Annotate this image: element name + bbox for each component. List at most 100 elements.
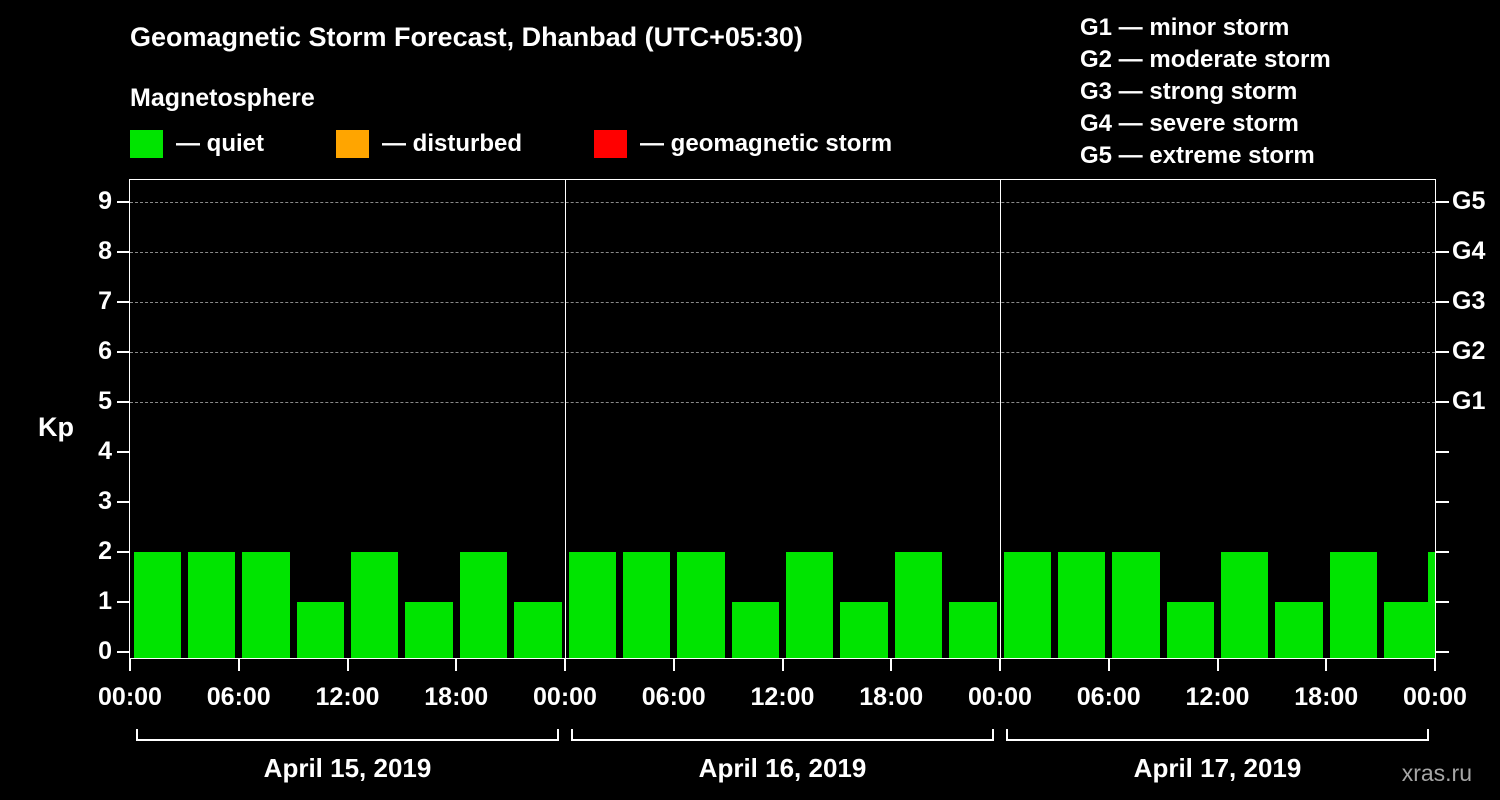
g-legend-line: G4 — severe storm: [1080, 110, 1299, 137]
kp-bar: [514, 602, 562, 658]
kp-bar: [1384, 602, 1432, 658]
y-tick-right: [1436, 301, 1449, 303]
kp-bar: [1003, 552, 1051, 658]
legend-swatch: [130, 130, 163, 158]
gridline: [130, 302, 1435, 303]
kp-bar: [1275, 602, 1323, 658]
date-bracket: [571, 739, 994, 741]
legend-swatch: [594, 130, 628, 158]
kp-bar: [894, 552, 943, 658]
y-tick-label: 4: [98, 437, 112, 465]
y-tick-label: 1: [98, 587, 112, 615]
y-tick-right: [1436, 601, 1449, 603]
y-tick-label: 0: [98, 637, 112, 665]
day-separator: [1000, 180, 1001, 658]
plot-area: [129, 179, 1436, 659]
y-tick-label: 2: [98, 537, 112, 565]
right-axis-label: G5: [1452, 187, 1486, 215]
y-tick-label: 6: [98, 337, 112, 365]
x-tick: [1216, 659, 1219, 671]
y-tick-right: [1436, 401, 1449, 403]
kp-bar: [296, 602, 344, 658]
date-bracket-cap: [1427, 729, 1429, 741]
x-tick: [455, 659, 458, 671]
x-tick-label: 06:00: [641, 683, 706, 711]
kp-bar: [1329, 552, 1378, 658]
legend-label: — quiet: [176, 130, 264, 157]
x-tick-label: 00:00: [533, 683, 597, 711]
g-scale-legend: G1 — minor storm G2 — moderate storm G3 — …: [1080, 12, 1331, 172]
gridline: [130, 352, 1435, 353]
date-bracket: [136, 739, 559, 741]
x-tick-label: 12:00: [1185, 683, 1250, 711]
x-tick-label: 00:00: [1403, 683, 1467, 711]
x-tick-label: 12:00: [315, 683, 380, 711]
x-tick: [346, 659, 349, 671]
kp-bar: [1057, 552, 1106, 658]
legend-label: — geomagnetic storm: [640, 130, 893, 157]
x-tick-label: 12:00: [750, 683, 815, 711]
y-tick: [117, 601, 130, 603]
legend-swatch: [336, 130, 369, 158]
date-bracket-cap: [571, 729, 573, 741]
kp-bar: [1221, 552, 1269, 658]
x-tick-label: 00:00: [968, 683, 1032, 711]
date-bracket: [1006, 739, 1429, 741]
legend-item: — quiet: [130, 130, 264, 158]
y-tick-right: [1436, 201, 1449, 203]
kp-legend: — quiet — disturbed — geomagnetic storm: [130, 130, 892, 158]
x-tick: [999, 659, 1001, 671]
x-tick: [564, 659, 566, 671]
gridline: [130, 202, 1435, 203]
date-bracket-cap: [1006, 729, 1008, 741]
kp-bar: [133, 552, 181, 658]
right-axis-label: G4: [1452, 237, 1486, 265]
kp-bar: [1166, 602, 1214, 658]
y-tick-right: [1436, 501, 1449, 503]
g-legend-line: G5 — extreme storm: [1080, 142, 1315, 169]
x-tick: [1107, 659, 1110, 671]
kp-bar: [677, 552, 725, 658]
y-tick-label: 5: [98, 387, 112, 415]
y-tick: [117, 251, 130, 253]
x-tick: [1325, 659, 1328, 671]
kp-bar: [405, 602, 453, 658]
kp-bar: [1112, 552, 1160, 658]
kp-bar: [187, 552, 236, 658]
kp-bar: [242, 552, 290, 658]
legend-label: — disturbed: [382, 130, 523, 157]
right-axis-label: G3: [1452, 287, 1486, 315]
y-tick-label: 8: [98, 237, 112, 265]
legend-item: — disturbed: [336, 130, 522, 158]
date-label: April 16, 2019: [698, 753, 867, 783]
x-tick: [1434, 659, 1436, 671]
y-tick-label: 7: [98, 287, 112, 315]
x-tick-label: 00:00: [98, 683, 162, 711]
y-tick-right: [1436, 551, 1449, 553]
kp-bar: [731, 602, 779, 658]
y-tick-right: [1436, 351, 1449, 353]
right-axis-label: G1: [1452, 387, 1486, 415]
day-separator: [565, 180, 566, 658]
y-tick: [117, 651, 130, 653]
y-tick: [117, 351, 130, 353]
chart-subtitle: Magnetosphere: [130, 84, 315, 112]
kp-bar: [351, 552, 399, 658]
y-tick: [117, 301, 130, 303]
kp-bar-partial: [1428, 552, 1435, 658]
legend-item: — geomagnetic storm: [594, 130, 892, 158]
g-legend-line: G2 — moderate storm: [1080, 46, 1331, 73]
x-tick: [890, 659, 893, 671]
y-tick-label: 3: [98, 487, 112, 515]
y-tick: [117, 501, 130, 503]
y-tick: [117, 201, 130, 203]
kp-bar: [622, 552, 671, 658]
kp-bar: [840, 602, 888, 658]
y-tick: [117, 451, 130, 453]
right-axis-label: G2: [1452, 337, 1486, 365]
date-label: April 15, 2019: [263, 753, 432, 783]
kp-bar: [786, 552, 834, 658]
x-tick-label: 18:00: [424, 683, 489, 711]
kp-bar: [949, 602, 997, 658]
